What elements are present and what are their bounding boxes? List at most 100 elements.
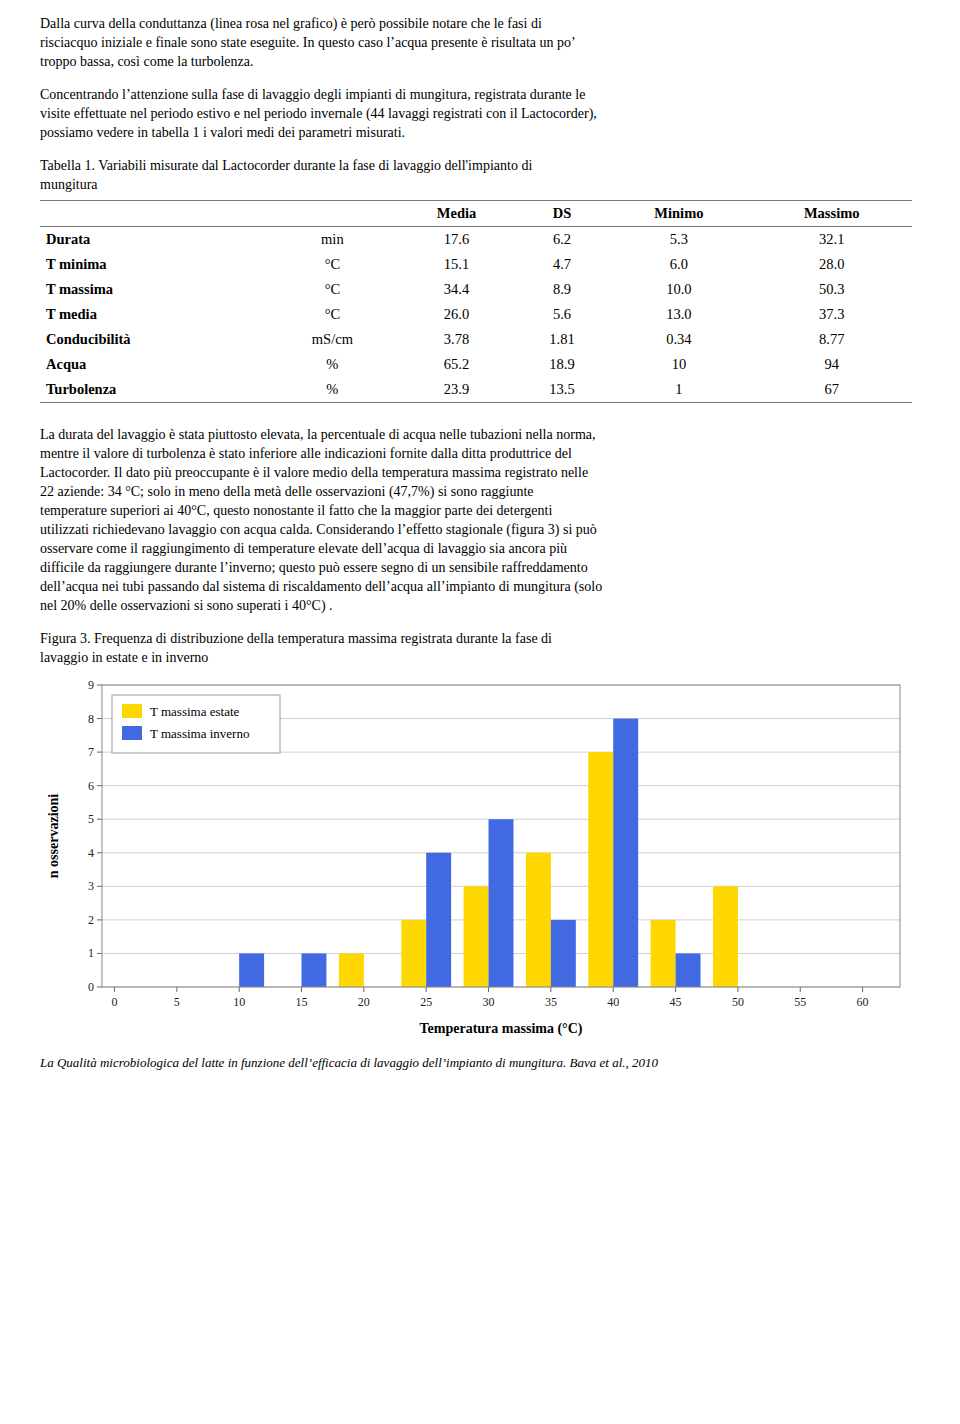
- y-tick: [97, 886, 102, 887]
- y-tick: [97, 919, 102, 920]
- value-cell: 8.9: [518, 277, 607, 302]
- x-tick-label: 60: [857, 995, 869, 1009]
- row-label: Turbolenza: [40, 377, 269, 403]
- bars: [239, 719, 738, 987]
- value-cell: 4.7: [518, 252, 607, 277]
- value-cell: 15.1: [395, 252, 517, 277]
- paragraph: La durata del lavaggio è stata piuttosto…: [40, 425, 920, 615]
- text-line: dell’acqua nei tubi passando dal sistema…: [40, 577, 920, 596]
- x-tick: [862, 987, 863, 992]
- x-tick: [176, 987, 177, 992]
- x-tick: [363, 987, 364, 992]
- text-line: risciacquo iniziale e finale sono state …: [40, 33, 920, 52]
- x-tick-label: 40: [607, 995, 619, 1009]
- value-cell: 94: [751, 352, 912, 377]
- unit-cell: mS/cm: [269, 327, 395, 352]
- chart-caption: Figura 3. Frequenza di distribuzione del…: [40, 629, 920, 667]
- bar: [464, 886, 489, 987]
- value-cell: 65.2: [395, 352, 517, 377]
- y-tick-label: 6: [88, 779, 94, 793]
- table-row: T media°C26.05.613.037.3: [40, 302, 912, 327]
- table-row: Acqua%65.218.91094: [40, 352, 912, 377]
- value-cell: 6.0: [606, 252, 751, 277]
- text-line: troppo bassa, così come la turbolenza.: [40, 52, 920, 71]
- y-tick: [97, 752, 102, 753]
- table-row: T massima°C34.48.910.050.3: [40, 277, 912, 302]
- paragraph: Concentrando l’attenzione sulla fase di …: [40, 85, 920, 142]
- text-line: Dalla curva della conduttanza (linea ros…: [40, 14, 920, 33]
- row-label: Conducibilità: [40, 327, 269, 352]
- x-tick-label: 5: [174, 995, 180, 1009]
- table-row: Turbolenza%23.913.5167: [40, 377, 912, 403]
- value-cell: 6.2: [518, 227, 607, 253]
- x-tick-label: 35: [545, 995, 557, 1009]
- value-cell: 37.3: [751, 302, 912, 327]
- text-line: temperature superiori ai 40°C, questo no…: [40, 501, 920, 520]
- x-tick: [114, 987, 115, 992]
- unit-cell: %: [269, 352, 395, 377]
- x-tick: [800, 987, 801, 992]
- legend-swatch: [122, 726, 142, 740]
- legend: T massima estateT massima inverno: [112, 695, 280, 753]
- x-tick-label: 55: [794, 995, 806, 1009]
- bar: [526, 853, 551, 987]
- value-cell: 5.3: [606, 227, 751, 253]
- text-line: 22 aziende: 34 °C; solo in meno della me…: [40, 482, 920, 501]
- table-body: Duratamin17.66.25.332.1T minima°C15.14.7…: [40, 227, 912, 403]
- table-title: Tabella 1. Variabili misurate dal Lactoc…: [40, 156, 920, 194]
- text-line: mungitura: [40, 175, 920, 194]
- header-cell: Massimo: [751, 201, 912, 227]
- header-cell: [40, 201, 269, 227]
- text-line: lavaggio in estate e in inverno: [40, 648, 920, 667]
- bar: [588, 752, 613, 987]
- y-tick: [97, 785, 102, 786]
- row-label: Durata: [40, 227, 269, 253]
- chart: 0123456789051015202530354045505560Temper…: [40, 673, 920, 1043]
- y-tick: [97, 987, 102, 988]
- table-row: Duratamin17.66.25.332.1: [40, 227, 912, 253]
- value-cell: 18.9: [518, 352, 607, 377]
- y-tick-label: 9: [88, 678, 94, 692]
- x-tick: [550, 987, 551, 992]
- legend-box: [112, 695, 280, 753]
- y-tick-label: 8: [88, 712, 94, 726]
- value-cell: 8.77: [751, 327, 912, 352]
- value-cell: 1: [606, 377, 751, 403]
- value-cell: 13.0: [606, 302, 751, 327]
- text-line: Tabella 1. Variabili misurate dal Lactoc…: [40, 156, 920, 175]
- x-tick: [737, 987, 738, 992]
- value-cell: 50.3: [751, 277, 912, 302]
- bar: [713, 886, 738, 987]
- header-cell: DS: [518, 201, 607, 227]
- x-tick: [426, 987, 427, 992]
- x-tick-label: 0: [111, 995, 117, 1009]
- bar: [489, 819, 514, 987]
- bar: [676, 953, 701, 987]
- bar: [651, 920, 676, 987]
- unit-cell: °C: [269, 277, 395, 302]
- unit-cell: %: [269, 377, 395, 403]
- value-cell: 23.9: [395, 377, 517, 403]
- header-cell: Media: [395, 201, 517, 227]
- x-tick-label: 45: [670, 995, 682, 1009]
- value-cell: 28.0: [751, 252, 912, 277]
- bar: [426, 853, 451, 987]
- legend-label: T massima inverno: [150, 726, 249, 741]
- y-tick-label: 2: [88, 913, 94, 927]
- x-tick: [301, 987, 302, 992]
- table-row: T minima°C15.14.76.028.0: [40, 252, 912, 277]
- x-tick: [488, 987, 489, 992]
- value-cell: 0.34: [606, 327, 751, 352]
- value-cell: 10: [606, 352, 751, 377]
- value-cell: 34.4: [395, 277, 517, 302]
- bar: [339, 953, 364, 987]
- value-cell: 32.1: [751, 227, 912, 253]
- y-tick: [97, 819, 102, 820]
- grid-line: [102, 785, 900, 786]
- bar: [302, 953, 327, 987]
- text-line: Lactocorder. Il dato più preoccupante è …: [40, 463, 920, 482]
- footer: La Qualità microbiologica del latte in f…: [40, 1053, 920, 1072]
- x-tick: [613, 987, 614, 992]
- value-cell: 26.0: [395, 302, 517, 327]
- bar: [401, 920, 426, 987]
